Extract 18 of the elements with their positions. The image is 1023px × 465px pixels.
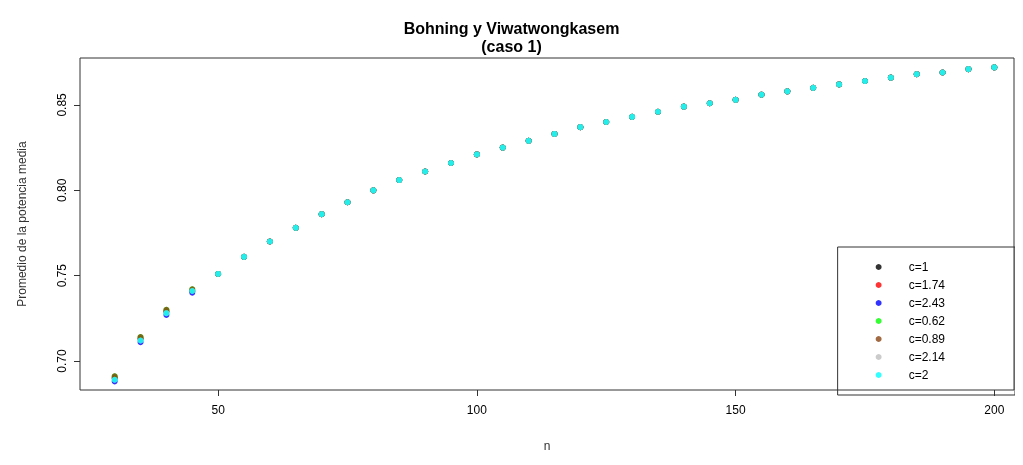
y-tick-label: 0.80 — [55, 178, 69, 202]
chart-title: Bohning y Viwatwongkasem (caso 1) — [403, 19, 620, 55]
x-tick-label: 50 — [211, 403, 226, 417]
y-tick-label: 0.70 — [55, 348, 69, 373]
y-axis-title: Promedio de la potencia media — [15, 140, 29, 307]
legend-label: c=1.74 — [908, 278, 946, 292]
legend-label: c=2.14 — [908, 350, 946, 364]
legend-label: c=0.89 — [908, 332, 946, 346]
legend-label: c=2 — [908, 368, 929, 382]
y-tick-label: 0.75 — [55, 263, 69, 288]
x-tick-label: 100 — [466, 403, 488, 417]
legend-label: c=2.43 — [908, 296, 946, 310]
y-tick-label: 0.85 — [55, 92, 69, 117]
x-tick-label: 150 — [725, 403, 746, 417]
x-axis-title: n — [543, 439, 551, 453]
x-tick-label: 200 — [984, 403, 1005, 417]
legend-label: c=1 — [908, 260, 929, 274]
legend-label: c=0.62 — [908, 314, 946, 328]
